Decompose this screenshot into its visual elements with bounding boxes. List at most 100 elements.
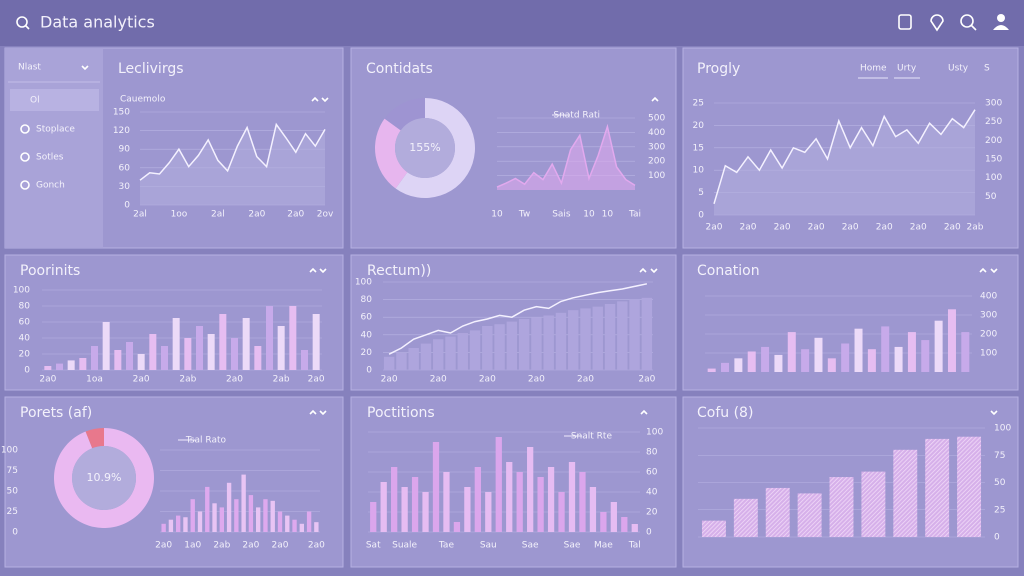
x-tick-label: 2a0 bbox=[740, 223, 757, 233]
search-icon[interactable] bbox=[16, 16, 28, 28]
y-tick-label: 50 bbox=[7, 487, 19, 497]
bar bbox=[801, 349, 810, 372]
bar bbox=[765, 487, 790, 537]
y-tick-label: 100 bbox=[13, 286, 30, 296]
chart-subtitle: Cauemolo bbox=[120, 95, 166, 105]
bar bbox=[401, 487, 408, 532]
x-tick-label: 10 bbox=[602, 210, 614, 220]
bar bbox=[568, 310, 579, 370]
bar bbox=[190, 499, 195, 532]
x-tick-label: 2a0 bbox=[287, 210, 304, 220]
bar bbox=[555, 312, 567, 370]
bar bbox=[506, 462, 513, 532]
selected-item bbox=[10, 89, 99, 111]
y-tick-label: 200 bbox=[648, 157, 665, 167]
bar bbox=[219, 507, 224, 532]
bar bbox=[934, 320, 943, 372]
sidebar-item[interactable]: Stoplace bbox=[36, 125, 75, 135]
x-tick-label: 1oa bbox=[86, 375, 103, 385]
bar bbox=[234, 499, 239, 532]
tab[interactable]: Usty bbox=[948, 64, 969, 74]
bar bbox=[734, 358, 743, 372]
bar bbox=[893, 449, 918, 537]
bar bbox=[183, 517, 188, 532]
dropdown[interactable]: Nlast bbox=[18, 63, 41, 73]
clipboard-icon[interactable] bbox=[898, 14, 912, 30]
x-tick-label: 2a0 bbox=[774, 223, 791, 233]
bar bbox=[370, 502, 377, 532]
y2-tick-label: 50 bbox=[985, 192, 997, 202]
bar bbox=[207, 334, 215, 370]
y-tick-label: 80 bbox=[19, 302, 31, 312]
line bbox=[496, 123, 636, 188]
x-tick-label: 2al bbox=[133, 210, 147, 220]
x-tick-label: 2a0 bbox=[910, 223, 927, 233]
y-tick-label: 25 bbox=[693, 99, 704, 109]
bar bbox=[137, 354, 145, 370]
legend-label: Tsal Rato bbox=[185, 436, 227, 446]
location-icon[interactable] bbox=[930, 14, 944, 32]
x-tick-label: 2a0 bbox=[876, 223, 893, 233]
y-tick-label: 20 bbox=[361, 348, 373, 358]
tab[interactable]: Urty bbox=[897, 64, 917, 74]
bar bbox=[44, 366, 52, 370]
sidebar-item[interactable]: Ol bbox=[30, 96, 40, 106]
bar bbox=[149, 334, 157, 370]
y-tick-label: 400 bbox=[980, 292, 997, 302]
y-tick-label: 0 bbox=[994, 533, 1000, 543]
sidebar-item[interactable]: Gonch bbox=[36, 181, 65, 191]
sidebar-item[interactable]: Sotles bbox=[36, 153, 64, 163]
legend-label: Snatd Rati bbox=[553, 111, 600, 121]
bar bbox=[600, 512, 607, 532]
bar bbox=[543, 315, 554, 370]
y-tick-label: 60 bbox=[19, 318, 31, 328]
chevrons[interactable] bbox=[309, 96, 998, 416]
user-icon[interactable] bbox=[997, 14, 1005, 22]
bar bbox=[506, 321, 518, 370]
y-tick-label: 300 bbox=[648, 142, 665, 152]
bar bbox=[629, 299, 640, 370]
tab[interactable]: S bbox=[984, 64, 990, 74]
bar bbox=[464, 487, 471, 532]
x-tick-label: Sais bbox=[552, 210, 571, 220]
bar bbox=[299, 523, 304, 532]
y2-tick-label: 200 bbox=[985, 136, 1002, 146]
x-tick-label: 2a0 bbox=[39, 375, 56, 385]
donut-center-label: 10.9% bbox=[87, 471, 122, 484]
x-tick-label: 2a0 bbox=[528, 375, 545, 385]
bar bbox=[270, 500, 275, 532]
bar bbox=[102, 322, 110, 370]
bar bbox=[433, 339, 444, 370]
y-tick-label: 200 bbox=[980, 330, 997, 340]
search-button[interactable] bbox=[960, 14, 974, 28]
bar bbox=[947, 309, 956, 372]
y-tick-label: 10 bbox=[693, 166, 705, 176]
bar bbox=[631, 524, 638, 532]
bar bbox=[161, 346, 168, 370]
x-tick-label: 2ov bbox=[317, 210, 334, 220]
y-tick-label: 60 bbox=[119, 163, 131, 173]
bar bbox=[67, 360, 75, 370]
y2-tick-label: 150 bbox=[985, 155, 1002, 165]
x-tick-label: 2a0 bbox=[479, 375, 496, 385]
x-tick-label: 2a0 bbox=[155, 541, 172, 551]
y-tick-label: 5 bbox=[698, 188, 704, 198]
bar bbox=[226, 482, 232, 532]
x-tick-label: Tw bbox=[518, 210, 530, 220]
bar bbox=[457, 333, 468, 370]
bar bbox=[579, 472, 586, 532]
bar bbox=[861, 471, 886, 537]
x-tick-label: 2a0 bbox=[133, 375, 150, 385]
x-tick-label: Tal bbox=[628, 541, 641, 551]
bar bbox=[617, 301, 628, 370]
sidebar bbox=[5, 48, 103, 248]
x-tick-label: 2ab bbox=[213, 541, 230, 551]
bar bbox=[383, 356, 395, 370]
y-tick-label: 60 bbox=[361, 313, 373, 323]
y-tick-label: 40 bbox=[361, 330, 373, 340]
bar bbox=[829, 477, 854, 537]
x-tick-label: Sae bbox=[564, 541, 581, 551]
tab[interactable]: Home bbox=[860, 64, 887, 74]
bar bbox=[494, 324, 505, 370]
